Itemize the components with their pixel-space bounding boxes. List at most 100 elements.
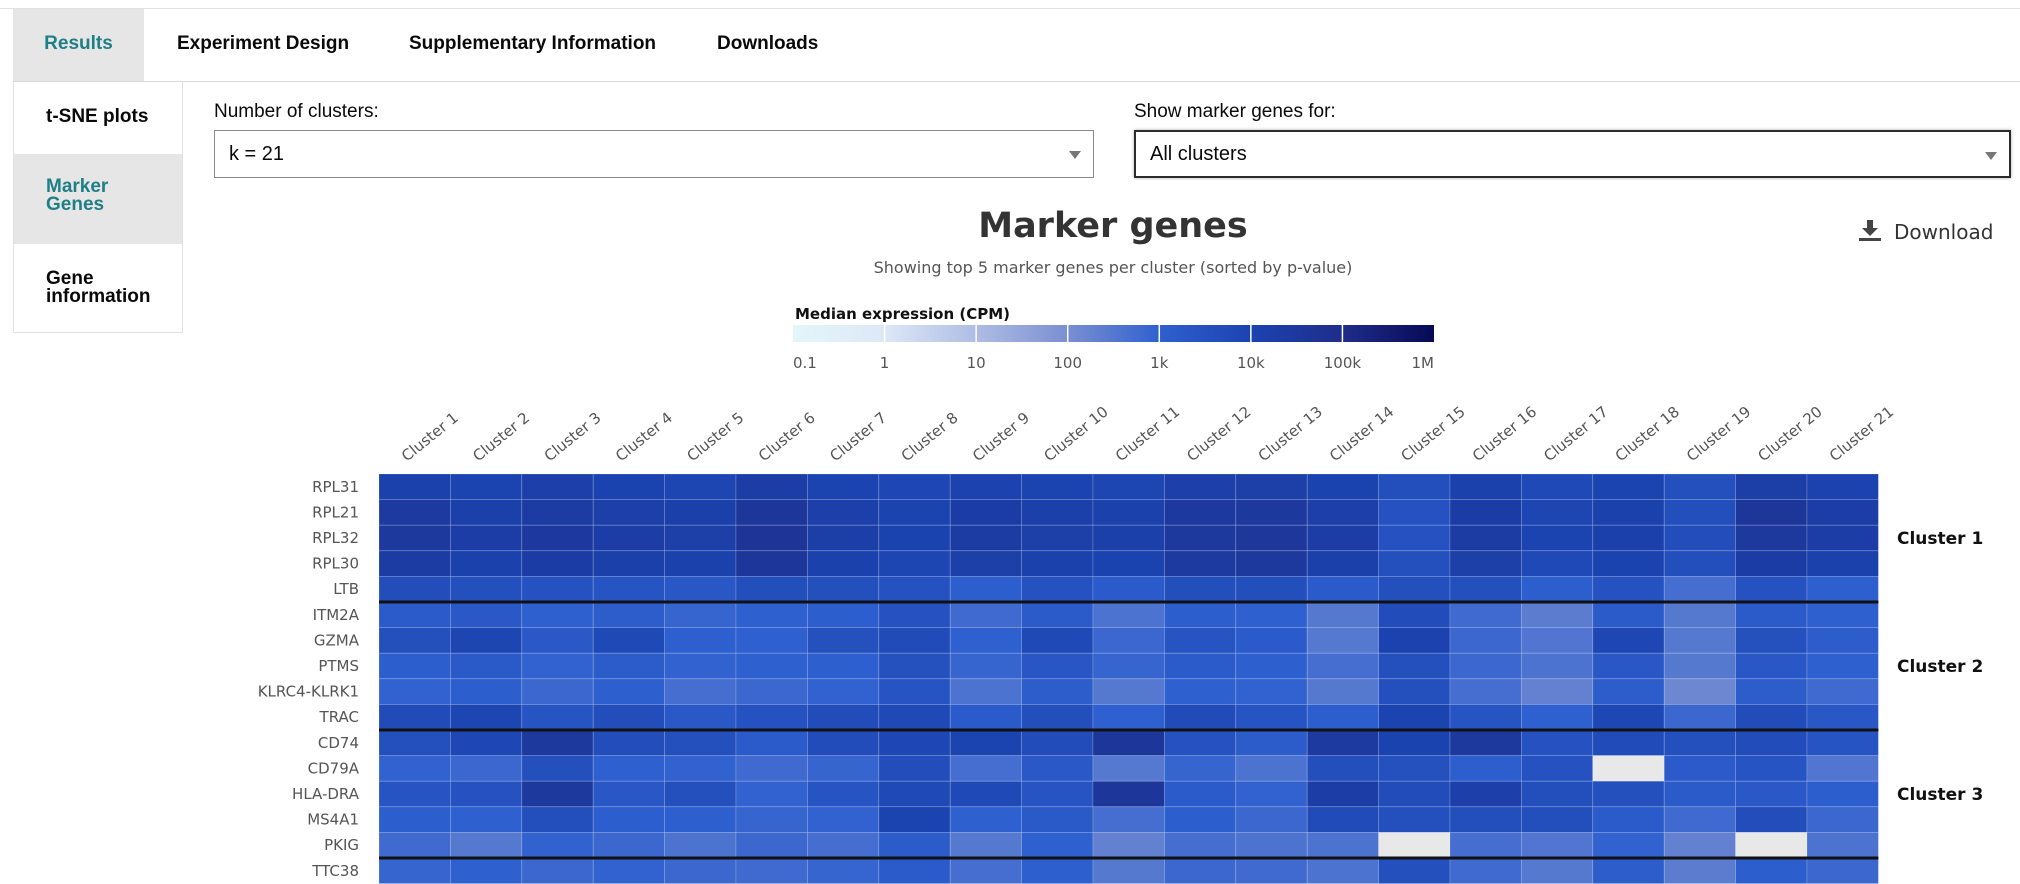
heatmap-cell[interactable]	[1092, 524, 1165, 552]
heatmap-cell[interactable]	[1592, 473, 1665, 501]
heatmap-cell[interactable]	[664, 857, 737, 884]
heatmap-cell[interactable]	[521, 550, 594, 577]
heatmap-cell[interactable]	[807, 652, 880, 680]
heatmap-cell[interactable]	[664, 755, 737, 782]
heatmap-cell[interactable]	[592, 806, 666, 833]
heatmap-cell[interactable]	[1663, 524, 1736, 552]
heatmap-cell[interactable]	[1663, 678, 1736, 705]
heatmap-cell[interactable]	[1021, 729, 1094, 757]
heatmap-cell[interactable]	[1806, 550, 1879, 577]
heatmap-cell[interactable]	[1235, 857, 1308, 884]
heatmap-cell[interactable]	[1663, 755, 1736, 782]
heatmap-cell[interactable]	[1806, 499, 1879, 526]
heatmap-cell[interactable]	[1164, 678, 1237, 705]
heatmap-cell[interactable]	[949, 729, 1023, 757]
heatmap-cell[interactable]	[1235, 524, 1308, 552]
heatmap-cell[interactable]	[949, 832, 1023, 859]
heatmap-cell[interactable]	[1092, 550, 1165, 577]
heatmap-cell[interactable]	[878, 499, 951, 526]
heatmap-cell[interactable]	[521, 857, 594, 884]
heatmap-cell[interactable]	[1449, 473, 1522, 501]
heatmap-cell[interactable]	[1521, 550, 1594, 577]
heatmap-cell[interactable]	[1092, 704, 1165, 731]
heatmap-cell[interactable]	[378, 627, 451, 654]
sidebar-item-tsne-plots[interactable]: t-SNE plots	[14, 82, 182, 154]
heatmap-cell[interactable]	[1806, 524, 1879, 552]
heatmap-cell[interactable]	[1164, 499, 1237, 526]
heatmap-cell[interactable]	[378, 729, 451, 757]
heatmap-cell[interactable]	[878, 857, 951, 884]
heatmap-cell[interactable]	[1806, 627, 1879, 654]
heatmap-cell[interactable]	[592, 704, 666, 731]
heatmap-cell[interactable]	[1735, 652, 1808, 680]
heatmap-cell[interactable]	[1092, 499, 1165, 526]
heatmap-cell[interactable]	[521, 576, 594, 603]
heatmap-cell[interactable]	[1592, 704, 1665, 731]
heatmap-cell[interactable]	[1021, 499, 1094, 526]
heatmap-cell[interactable]	[1735, 832, 1808, 859]
heatmap-cell[interactable]	[449, 704, 523, 731]
heatmap-cell[interactable]	[735, 857, 808, 884]
heatmap-cell[interactable]	[1449, 806, 1522, 833]
heatmap-cell[interactable]	[1663, 601, 1736, 629]
heatmap-cell[interactable]	[949, 576, 1023, 603]
heatmap-cell[interactable]	[807, 832, 880, 859]
heatmap-cell[interactable]	[1164, 755, 1237, 782]
heatmap-cell[interactable]	[949, 627, 1023, 654]
heatmap-cell[interactable]	[1735, 499, 1808, 526]
heatmap-cell[interactable]	[1164, 627, 1237, 654]
heatmap-cell[interactable]	[1378, 524, 1451, 552]
heatmap-cell[interactable]	[878, 524, 951, 552]
heatmap-cell[interactable]	[735, 729, 808, 757]
heatmap-cell[interactable]	[1521, 576, 1594, 603]
heatmap-cell[interactable]	[592, 755, 666, 782]
heatmap-cell[interactable]	[1663, 857, 1736, 884]
heatmap-cell[interactable]	[449, 473, 523, 501]
tab-supplementary-information[interactable]: Supplementary Information	[409, 33, 657, 54]
heatmap-cell[interactable]	[807, 678, 880, 705]
heatmap-cell[interactable]	[1164, 524, 1237, 552]
heatmap-cell[interactable]	[949, 473, 1023, 501]
heatmap-cell[interactable]	[1592, 729, 1665, 757]
heatmap-cell[interactable]	[1735, 857, 1808, 884]
heatmap-cell[interactable]	[1092, 729, 1165, 757]
heatmap-cell[interactable]	[592, 678, 666, 705]
heatmap-cell[interactable]	[878, 832, 951, 859]
heatmap-cell[interactable]	[592, 832, 666, 859]
heatmap-cell[interactable]	[1306, 652, 1379, 680]
heatmap-cell[interactable]	[1521, 652, 1594, 680]
heatmap-cell[interactable]	[449, 729, 523, 757]
heatmap-cell[interactable]	[1306, 550, 1379, 577]
heatmap-cell[interactable]	[1378, 704, 1451, 731]
heatmap-cell[interactable]	[449, 857, 523, 884]
heatmap-cell[interactable]	[1521, 729, 1594, 757]
sidebar-item-marker-genes[interactable]: Marker Genes	[14, 154, 182, 244]
heatmap-cell[interactable]	[1164, 550, 1237, 577]
heatmap-cell[interactable]	[1663, 652, 1736, 680]
heatmap-cell[interactable]	[949, 499, 1023, 526]
heatmap-cell[interactable]	[878, 550, 951, 577]
heatmap-cell[interactable]	[1592, 806, 1665, 833]
heatmap-cell[interactable]	[1592, 755, 1665, 782]
heatmap-cell[interactable]	[449, 627, 523, 654]
heatmap-cell[interactable]	[1449, 832, 1522, 859]
heatmap-cell[interactable]	[1021, 473, 1094, 501]
heatmap-cell[interactable]	[807, 524, 880, 552]
heatmap-cell[interactable]	[807, 550, 880, 577]
heatmap-cell[interactable]	[592, 576, 666, 603]
heatmap-cell[interactable]	[1378, 729, 1451, 757]
heatmap-cell[interactable]	[807, 704, 880, 731]
heatmap-cell[interactable]	[664, 678, 737, 705]
heatmap-cell[interactable]	[1449, 678, 1522, 705]
heatmap-cell[interactable]	[1592, 499, 1665, 526]
heatmap-cell[interactable]	[1735, 678, 1808, 705]
heatmap-cell[interactable]	[521, 832, 594, 859]
heatmap-cell[interactable]	[1378, 473, 1451, 501]
heatmap-cell[interactable]	[1449, 652, 1522, 680]
heatmap-cell[interactable]	[1663, 780, 1736, 808]
heatmap-cell[interactable]	[449, 832, 523, 859]
heatmap-cell[interactable]	[521, 473, 594, 501]
heatmap-cell[interactable]	[1449, 857, 1522, 884]
heatmap-cell[interactable]	[1592, 524, 1665, 552]
heatmap-cell[interactable]	[664, 576, 737, 603]
